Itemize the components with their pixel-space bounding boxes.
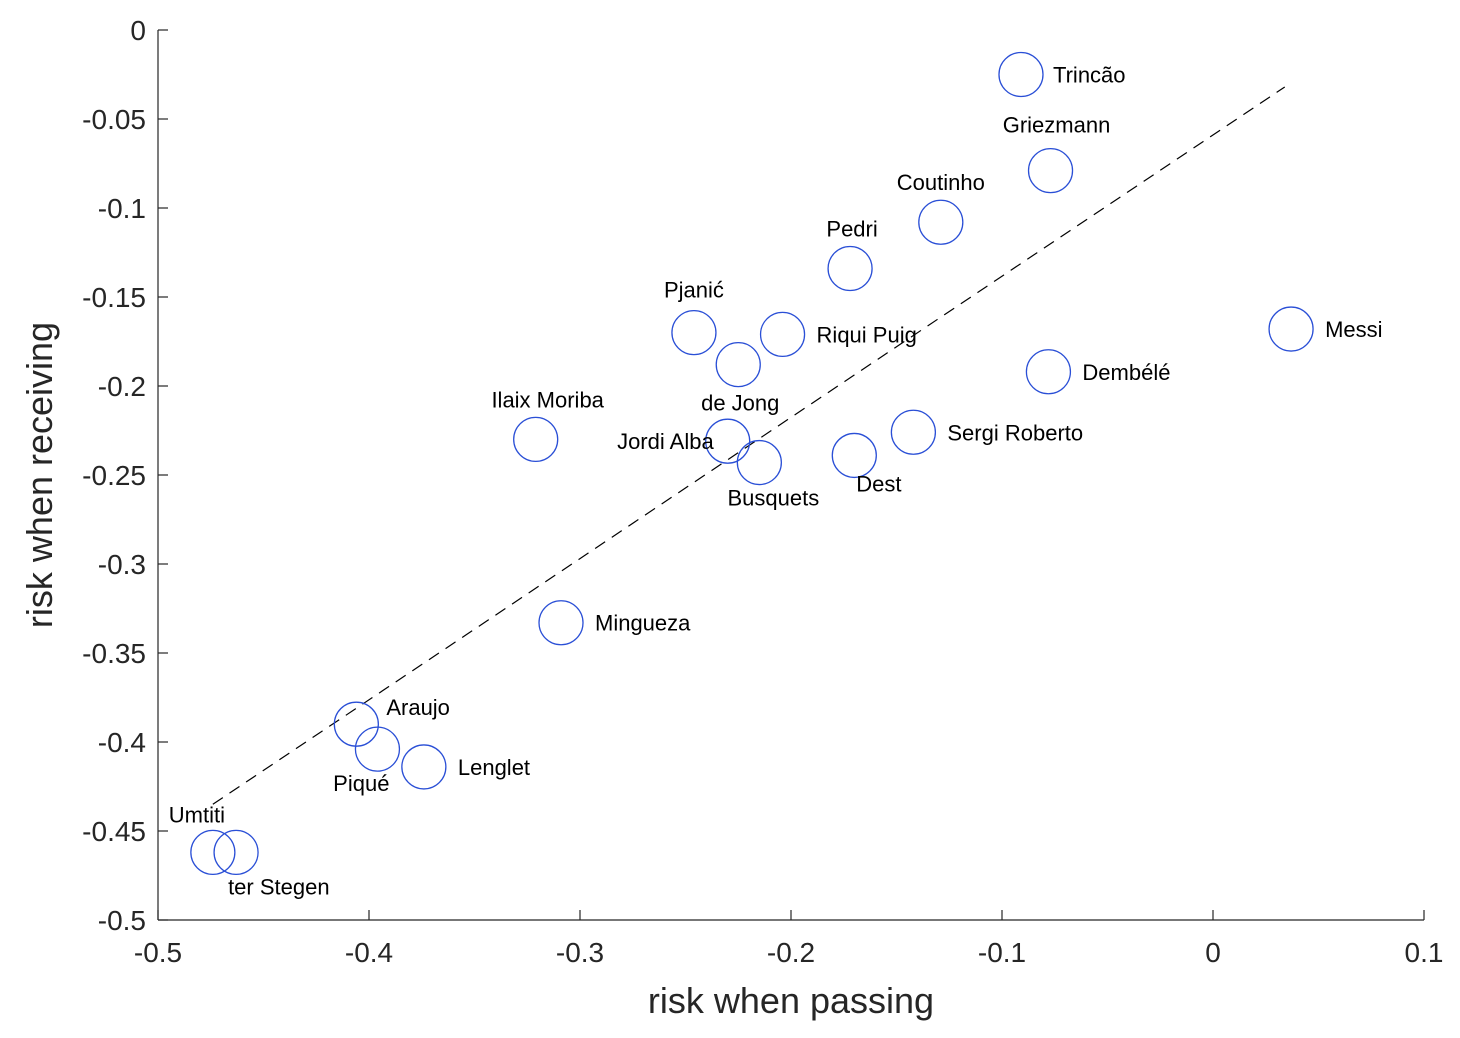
data-point <box>190 829 236 876</box>
point-label: Trincão <box>1053 63 1126 88</box>
data-point <box>705 418 751 464</box>
point-label: Pedri <box>826 217 877 242</box>
x-tick-label: -0.5 <box>134 937 182 968</box>
y-tick-label: -0.2 <box>98 371 146 402</box>
point-label: Piqué <box>333 771 389 796</box>
x-tick-label: -0.1 <box>978 937 1026 968</box>
data-point <box>1025 349 1072 395</box>
axes: -0.5 -0.4 -0.3 -0.2 -0.1 0 0.1 0 -0.05 -0.1 -0.15 -… <box>82 15 1443 968</box>
point-label: Riqui Puig <box>817 322 917 347</box>
point-label: Lenglet <box>458 755 530 780</box>
y-tick-label: -0.1 <box>98 193 146 224</box>
y-tick-label: -0.5 <box>98 905 146 936</box>
y-tick-label: -0.15 <box>82 282 146 313</box>
y-tick-label: -0.4 <box>98 727 146 758</box>
point-label: Pjanić <box>664 278 724 303</box>
x-tick-label: -0.4 <box>345 937 393 968</box>
point-label: Busquets <box>727 486 819 511</box>
point-label: Ilaix Moriba <box>491 387 604 412</box>
x-tick-label: -0.3 <box>556 937 604 968</box>
x-tick-label: 0.1 <box>1405 937 1444 968</box>
y-tick-label: 0 <box>130 15 146 46</box>
point-label: Sergi Roberto <box>947 420 1083 445</box>
y-axis-label: risk when receiving <box>19 322 60 628</box>
point-label: Messi <box>1325 317 1382 342</box>
data-point <box>831 432 877 479</box>
point-label: Araujo <box>386 695 450 720</box>
data-point <box>890 409 937 455</box>
data-point <box>354 726 401 772</box>
point-label: Dest <box>856 471 901 496</box>
x-axis-label: risk when passing <box>648 980 934 1021</box>
data-point <box>538 600 584 646</box>
point-label: Jordi Alba <box>617 429 714 454</box>
data-point <box>213 829 259 876</box>
point-label: Dembélé <box>1082 360 1170 385</box>
y-tick-label: -0.05 <box>82 104 146 135</box>
data-point <box>1027 147 1074 194</box>
data-point <box>401 744 447 790</box>
data-point <box>998 51 1044 98</box>
data-point <box>827 245 873 292</box>
point-label: Coutinho <box>897 170 985 195</box>
point-label: de Jong <box>701 391 779 416</box>
data-point <box>1268 306 1314 352</box>
y-tick-label: -0.45 <box>82 816 146 847</box>
y-tick-label: -0.25 <box>82 460 146 491</box>
data-point <box>736 439 782 486</box>
points-group: Trincão Griezmann Coutinho Pedri Pjanić Riqui… <box>169 51 1383 899</box>
point-label: ter Stegen <box>228 874 330 899</box>
x-tick-label: 0 <box>1205 937 1221 968</box>
data-point <box>671 309 717 356</box>
x-tick-label: -0.2 <box>767 937 815 968</box>
point-label: Umtiti <box>169 802 225 827</box>
data-point <box>513 416 559 463</box>
point-label: Mingueza <box>595 611 691 636</box>
y-tick-label: -0.3 <box>98 549 146 580</box>
data-point <box>759 311 806 358</box>
y-tick-label: -0.35 <box>82 638 146 669</box>
data-point <box>333 701 379 747</box>
point-label: Griezmann <box>1003 113 1111 138</box>
data-point <box>715 341 761 388</box>
data-point <box>918 199 964 245</box>
